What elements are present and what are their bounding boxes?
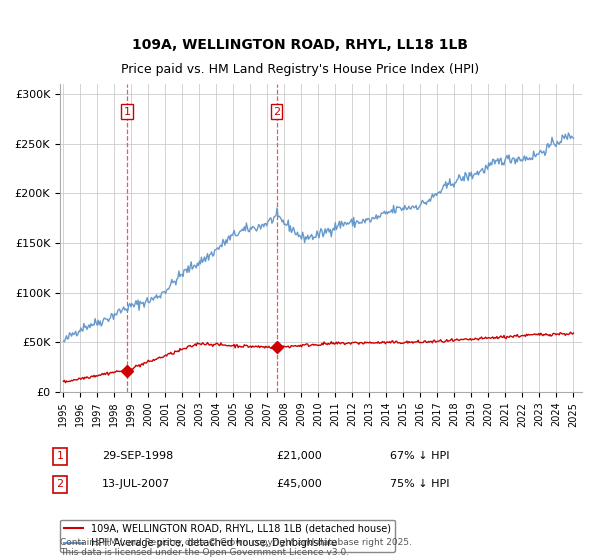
Text: 109A, WELLINGTON ROAD, RHYL, LL18 1LB: 109A, WELLINGTON ROAD, RHYL, LL18 1LB: [132, 38, 468, 52]
Text: £21,000: £21,000: [276, 451, 322, 461]
Text: 1: 1: [56, 451, 64, 461]
Text: 13-JUL-2007: 13-JUL-2007: [102, 479, 170, 489]
Text: 29-SEP-1998: 29-SEP-1998: [102, 451, 173, 461]
Text: 2: 2: [273, 107, 280, 116]
Text: 67% ↓ HPI: 67% ↓ HPI: [390, 451, 449, 461]
Text: Price paid vs. HM Land Registry's House Price Index (HPI): Price paid vs. HM Land Registry's House …: [121, 63, 479, 77]
Text: 1: 1: [124, 107, 131, 116]
Text: Contains HM Land Registry data © Crown copyright and database right 2025.
This d: Contains HM Land Registry data © Crown c…: [60, 538, 412, 557]
Text: 75% ↓ HPI: 75% ↓ HPI: [390, 479, 449, 489]
Text: £45,000: £45,000: [276, 479, 322, 489]
Legend: 109A, WELLINGTON ROAD, RHYL, LL18 1LB (detached house), HPI: Average price, deta: 109A, WELLINGTON ROAD, RHYL, LL18 1LB (d…: [60, 520, 395, 552]
Text: 2: 2: [56, 479, 64, 489]
